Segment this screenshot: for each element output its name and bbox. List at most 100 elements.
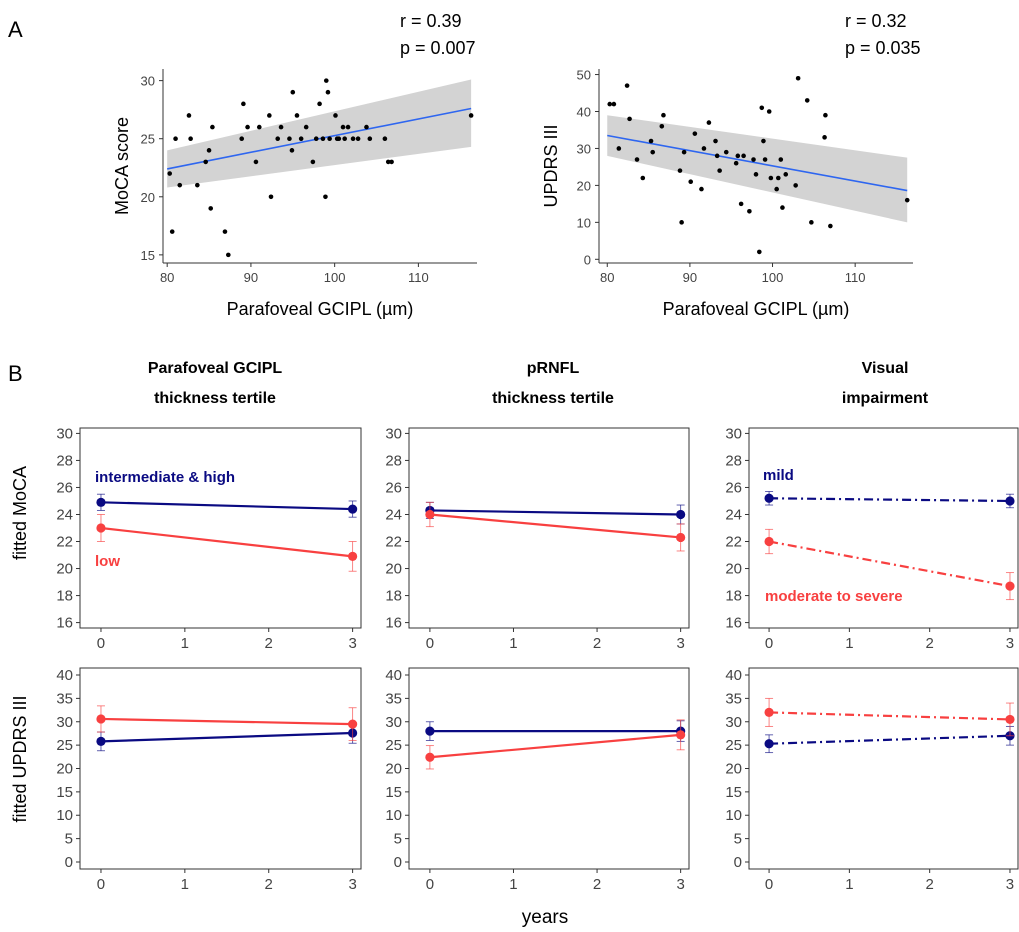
y-tick-label: 35 <box>385 690 402 707</box>
data-point <box>717 168 722 173</box>
x-tick-label: 3 <box>348 876 356 893</box>
data-point <box>188 136 193 142</box>
data-point <box>751 157 756 162</box>
data-point <box>364 124 369 130</box>
x-tick-label: 100 <box>762 270 784 285</box>
data-point <box>210 124 215 130</box>
facet-title: thickness tertile <box>154 390 276 407</box>
y-tick-label: 16 <box>725 615 742 632</box>
y-tick-label: 24 <box>385 506 402 523</box>
stat-label: p = 0.007 <box>400 38 476 58</box>
y-tick-label: 26 <box>385 479 402 496</box>
data-point <box>298 136 304 142</box>
x-tick-label: 3 <box>1006 876 1014 893</box>
data-point <box>904 197 910 203</box>
data-point <box>222 229 228 234</box>
y-tick-label: 30 <box>725 425 742 442</box>
facet-title: Parafoveal GCIPL <box>148 360 283 377</box>
x-tick-label: 0 <box>97 876 105 893</box>
data-point <box>340 124 346 130</box>
y-tick-label: 10 <box>56 807 73 824</box>
y-axis-label: UPDRS III <box>541 124 561 207</box>
data-point <box>389 159 394 165</box>
data-point <box>766 109 772 114</box>
data-point <box>177 182 183 188</box>
x-tick-label: 100 <box>324 270 346 285</box>
x-tick-label: 0 <box>426 876 434 893</box>
series-red: moderate to severe <box>764 528 1015 605</box>
x-tick-label: 80 <box>160 270 174 285</box>
panel-frame <box>408 667 690 870</box>
x-tick-label: 2 <box>593 635 601 652</box>
data-point <box>659 123 665 129</box>
data-point <box>723 149 729 155</box>
data-point <box>780 205 785 210</box>
y-tick-label: 5 <box>65 831 73 848</box>
data-point <box>778 157 784 162</box>
y-tick-label: 15 <box>141 248 155 263</box>
x-tick-label: 3 <box>348 635 356 652</box>
y-tick-label: 40 <box>577 104 591 119</box>
data-point <box>809 220 814 225</box>
y-tick-label: 24 <box>56 506 73 523</box>
y-tick-label: 20 <box>141 190 155 205</box>
series-line <box>769 711 1011 721</box>
data-point <box>289 148 295 153</box>
series-red <box>764 697 1015 737</box>
data-point <box>96 736 106 746</box>
y-tick-label: 26 <box>56 479 73 496</box>
y-tick-label: 10 <box>385 807 402 824</box>
series-navy: intermediate & high <box>95 469 358 518</box>
data-point <box>676 532 686 543</box>
data-point <box>1005 581 1015 591</box>
data-point <box>650 149 656 155</box>
data-point <box>245 124 250 130</box>
y-tick-label: 28 <box>385 452 402 469</box>
data-point <box>96 523 106 533</box>
y-tick-label: 20 <box>385 761 402 778</box>
series-red <box>96 705 358 741</box>
regression-line <box>607 134 908 192</box>
y-tick-label: 20 <box>56 561 73 578</box>
data-point <box>425 726 435 736</box>
y-tick-label: 30 <box>725 714 742 731</box>
chart-2: 0 10 20 30 40 50 80 90 100 110 Parafoveal GCIPL (µ… <box>541 11 921 319</box>
y-tick-label: 15 <box>56 784 73 801</box>
data-point <box>468 113 474 118</box>
x-tick-label: 2 <box>925 876 933 893</box>
data-point <box>348 551 358 561</box>
x-tick-label: 110 <box>408 270 429 285</box>
y-tick-label: 18 <box>725 588 742 605</box>
data-point <box>342 136 348 142</box>
y-tick-label: 20 <box>725 761 742 778</box>
chart-1: 15 20 25 30 80 90 100 110 Parafoveal GCIPL (µm) M… <box>112 11 477 319</box>
panel-frame <box>79 667 362 870</box>
panel-label-b: B <box>8 361 23 386</box>
data-point <box>681 149 687 155</box>
y-tick-label: 25 <box>56 737 73 754</box>
data-point <box>627 116 632 122</box>
data-point <box>774 186 779 192</box>
data-point <box>616 146 622 151</box>
y-tick-label: 25 <box>141 132 155 147</box>
data-point <box>268 194 274 200</box>
chart-6: 0 5 10 15 20 25 30 35 40 0 1 2 3 fitted UPDRS III <box>10 667 362 893</box>
series-line <box>429 733 681 759</box>
data-point <box>208 206 214 211</box>
panel-frame <box>748 427 1019 629</box>
data-point <box>714 153 720 159</box>
data-point <box>325 89 331 95</box>
data-point <box>186 113 192 118</box>
data-point <box>762 157 768 162</box>
data-point <box>677 168 683 173</box>
data-point <box>764 536 774 547</box>
data-point <box>355 136 361 142</box>
chart-7: 0 5 10 15 20 25 30 35 40 0 1 2 3 <box>385 667 690 893</box>
data-point <box>348 504 358 514</box>
y-tick-label: 20 <box>577 178 591 193</box>
y-tick-label: 16 <box>385 615 402 632</box>
data-point <box>823 112 828 118</box>
x-tick-label: 1 <box>181 876 189 893</box>
data-point <box>195 182 200 188</box>
